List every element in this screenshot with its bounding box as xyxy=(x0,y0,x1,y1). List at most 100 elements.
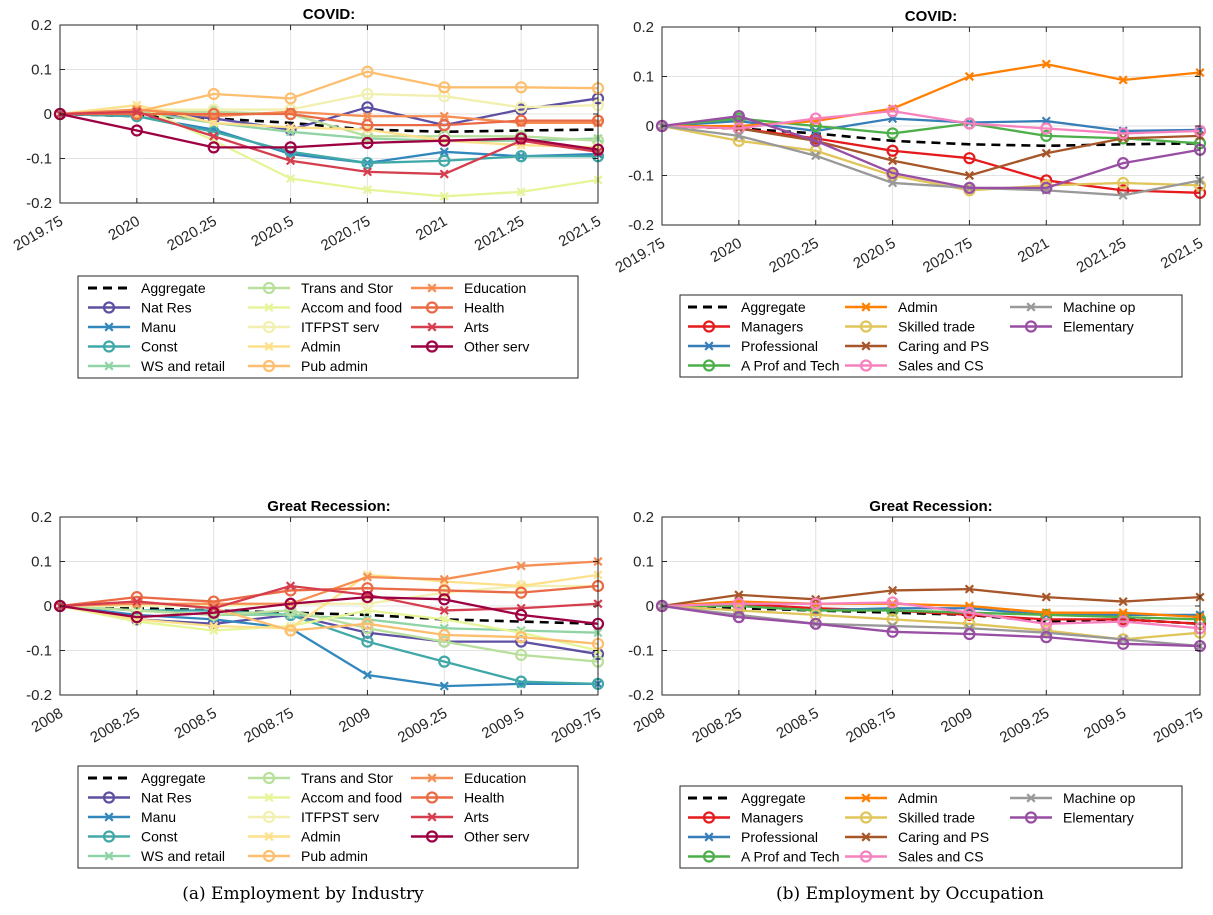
chart-2-xtick-label: 2020.75 xyxy=(920,235,975,277)
chart-3-series-pub-admin-point xyxy=(438,628,451,642)
chart-1-series-pub-admin-line xyxy=(59,70,599,116)
chart-2: -0.2 -0.1 0 0.1 0.2 2019.75 2020 2020.25 2020.5 2… xyxy=(613,8,1207,378)
chart-4-xtick-label: 2009.75 xyxy=(1151,705,1206,747)
chart-1-legend-trans-and-stor-label: Trans and Stor xyxy=(301,280,393,296)
chart-1-legend-nat-res-marker xyxy=(102,301,116,314)
chart-4-xtick-label: 2008 xyxy=(631,705,668,736)
chart-3-legend-const: Const xyxy=(88,829,178,845)
chart-2-legend-machine-op-marker xyxy=(1026,302,1036,312)
chart-1-legend-other-serv: Other serv xyxy=(411,339,529,355)
chart-2-legend-skilled-trade-label: Skilled trade xyxy=(898,319,975,335)
chart-4-ytick-label: 0.1 xyxy=(633,554,654,571)
chart-2-xtick-label: 2021 xyxy=(1015,235,1052,266)
chart-2-legend-elementary: Elementary xyxy=(1010,319,1134,335)
chart-2-xtick-label: 2019.75 xyxy=(613,235,668,277)
chart-4-legend-elementary-marker xyxy=(1024,811,1038,824)
chart-1-legend-itfpst-serv: ITFPST serv xyxy=(248,319,379,335)
chart-1-legend-trans-and-stor: Trans and Stor xyxy=(248,280,393,296)
chart-4-legend-machine-op-label: Machine op xyxy=(1063,790,1136,806)
chart-1-series-admin-point xyxy=(285,122,296,132)
chart-4-legend: Aggregate Managers Professional A Prof and … xyxy=(679,785,1183,869)
chart-1-legend-accom-and-food-label: Accom and food xyxy=(301,300,402,316)
chart-1-series-health-point xyxy=(284,107,297,121)
chart-4-xtick-label: 2009.5 xyxy=(1081,705,1129,743)
chart-2-xtick-label: 2020.5 xyxy=(850,235,898,273)
chart-1-series-const-line xyxy=(59,112,598,165)
chart-1-series-other-serv-point xyxy=(130,124,143,137)
chart-1-series-accom-and-food-point xyxy=(285,173,296,184)
chart-2-series-admin-line xyxy=(662,62,1201,128)
chart-2-ytick-label: 0 xyxy=(646,118,654,135)
chart-1-xtick-label: 2021.25 xyxy=(472,213,527,255)
chart-4-legend-a-prof-and-tech: A Prof and Tech xyxy=(688,849,840,865)
chart-1-series-const xyxy=(53,107,605,170)
chart-3-legend-nat-res-marker xyxy=(102,791,116,804)
chart-3-series-health-point xyxy=(515,586,528,599)
chart-2-series-machine-op-line xyxy=(661,124,1201,197)
chart-4-series-elementary-point xyxy=(1040,631,1053,644)
chart-3-series-arts-point xyxy=(132,596,142,607)
chart-4-legend-caring-and-ps-marker xyxy=(861,832,871,842)
chart-3-legend-admin: Admin xyxy=(248,829,341,845)
chart-2-legend-professional-label: Professional xyxy=(741,338,818,354)
chart-2-legend-caring-and-ps-label: Caring and PS xyxy=(898,338,989,354)
chart-3-series-other-serv-point xyxy=(130,611,143,624)
chart-2-series-admin-point xyxy=(1118,75,1128,85)
chart-3-title: Great Recession: xyxy=(267,498,390,515)
chart-3-legend-aggregate-label: Aggregate xyxy=(141,770,206,786)
chart-3-legend-const-marker xyxy=(102,830,116,843)
chart-1-series-accom-and-food-point xyxy=(516,187,526,197)
chart-2-series-machine-op-point xyxy=(811,151,821,161)
chart-1-series-pub-admin-point xyxy=(438,81,451,94)
chart-1-xtick-label: 2020.25 xyxy=(164,213,219,255)
chart-4-ytick-label: -0.2 xyxy=(628,687,654,704)
chart-3-series-other-serv-point xyxy=(515,608,528,622)
chart-1-series-pub-admin-point xyxy=(361,65,374,78)
chart-3-xtick-label: 2009 xyxy=(336,705,373,736)
chart-3-ytick-label: 0.2 xyxy=(31,509,52,526)
chart-4-series-a-prof-and-tech-line xyxy=(662,604,1201,621)
chart-4-series-caring-and-ps-point xyxy=(734,590,744,600)
chart-2-series-sales-and-cs-point xyxy=(809,112,822,125)
chart-3-legend-itfpst-serv-label: ITFPST serv xyxy=(301,809,379,825)
chart-4-legend-admin: Admin xyxy=(845,790,938,806)
chart-2-legend-sales-and-cs-label: Sales and CS xyxy=(898,358,984,374)
chart-1-ytick-label: 0 xyxy=(44,106,52,123)
chart-4-legend-machine-op-marker xyxy=(1026,793,1036,803)
chart-2-series-admin-point xyxy=(964,71,975,82)
chart-3-ytick-label: -0.2 xyxy=(26,687,52,704)
chart-2-series-elementary-point xyxy=(732,109,745,123)
chart-1-legend-manu: Manu xyxy=(88,319,176,335)
chart-1-series-manu-point xyxy=(439,147,449,157)
chart-1-legend-education-label: Education xyxy=(464,280,526,296)
chart-3-xtick-label: 2009.25 xyxy=(395,705,450,747)
chart-1-series-health-point xyxy=(515,114,528,127)
chart-3-legend-aggregate: Aggregate xyxy=(88,770,206,786)
chart-2-legend-a-prof-and-tech-marker xyxy=(702,359,716,372)
chart-1-ytick-label: 0.2 xyxy=(31,17,52,34)
chart-2-series-sales-and-cs-point xyxy=(732,122,745,135)
chart-4-legend-sales-and-cs: Sales and CS xyxy=(845,849,984,865)
chart-1-series-pub-admin-point xyxy=(207,87,220,101)
chart-1-legend-health: Health xyxy=(411,300,504,316)
chart-2-ytick-label: 0.1 xyxy=(633,69,654,86)
chart-3-legend-health-marker xyxy=(425,791,439,804)
chart-1-legend-const-label: Const xyxy=(141,339,178,355)
chart-3-series-admin-point xyxy=(209,621,219,631)
chart-3-legend-trans-and-stor-marker xyxy=(262,771,276,785)
chart-4-series-sales-and-cs-point xyxy=(809,597,822,610)
chart-1-legend-health-marker xyxy=(425,301,439,314)
chart-4-series-elementary-point xyxy=(886,625,899,638)
chart-1-legend-accom-and-food-marker xyxy=(264,302,274,313)
chart-1-legend-pub-admin-label: Pub admin xyxy=(301,358,368,374)
chart-1-series-health-point xyxy=(207,107,220,121)
chart-3-series-const-point xyxy=(515,675,528,688)
chart-4-series-sales-and-cs-point xyxy=(886,596,899,609)
chart-2-legend-admin-marker xyxy=(861,302,871,312)
chart-4-series-sales-and-cs-point xyxy=(963,606,976,619)
chart-1-series-nat-res-point xyxy=(284,123,297,136)
chart-1-series-education-point xyxy=(362,111,373,121)
chart-1-series-arts-point xyxy=(132,107,142,117)
chart-1-series-admin-point xyxy=(209,118,219,128)
chart-4-series-skilled-trade-point xyxy=(886,613,899,626)
